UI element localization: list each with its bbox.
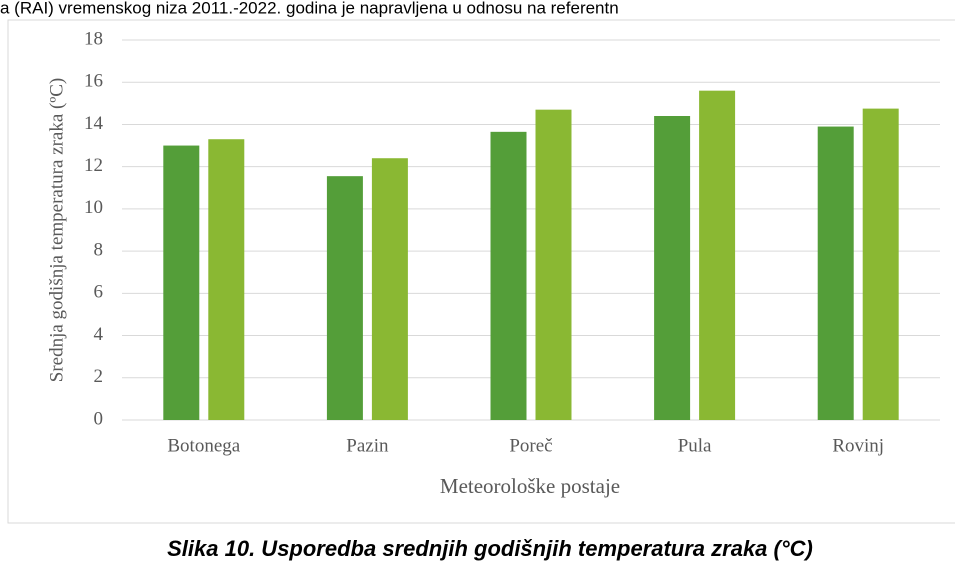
y-tick-label: 0 [94,408,104,429]
y-tick-label: 10 [84,197,103,218]
y-tick-label: 14 [84,113,104,134]
x-tick-label: Poreč [509,435,552,456]
y-tick-label: 8 [94,239,104,260]
y-tick-label: 6 [94,282,104,303]
x-tick-label: Pazin [346,435,389,456]
bar [654,116,691,420]
y-tick-label: 12 [84,155,103,176]
y-tick-label: 18 [84,28,103,49]
document-text: a (RAI) vremenskog niza 2011.-2022. godi… [0,0,619,17]
bar [699,90,736,421]
bar [862,108,899,420]
y-tick-label: 2 [94,366,104,387]
bar [208,139,245,420]
bar [490,131,527,421]
bar [535,109,572,421]
y-tick-label: 16 [84,71,103,92]
caption: Slika 10. Usporedba srednjih godišnjih t… [167,536,813,561]
x-tick-label: Rovinj [832,435,884,456]
chart-frame [7,19,955,524]
bar [817,126,854,421]
y-tick-label: 4 [94,324,104,345]
y-axis-title: Srednja godišnja temperatura zraka (ºC) [46,78,67,383]
x-axis-title: Meteorološke postaje [440,474,620,498]
x-tick-label: Pula [678,435,712,456]
bar [371,158,408,420]
x-tick-label: Botonega [167,435,240,456]
bar [326,176,363,420]
bar [163,145,200,421]
